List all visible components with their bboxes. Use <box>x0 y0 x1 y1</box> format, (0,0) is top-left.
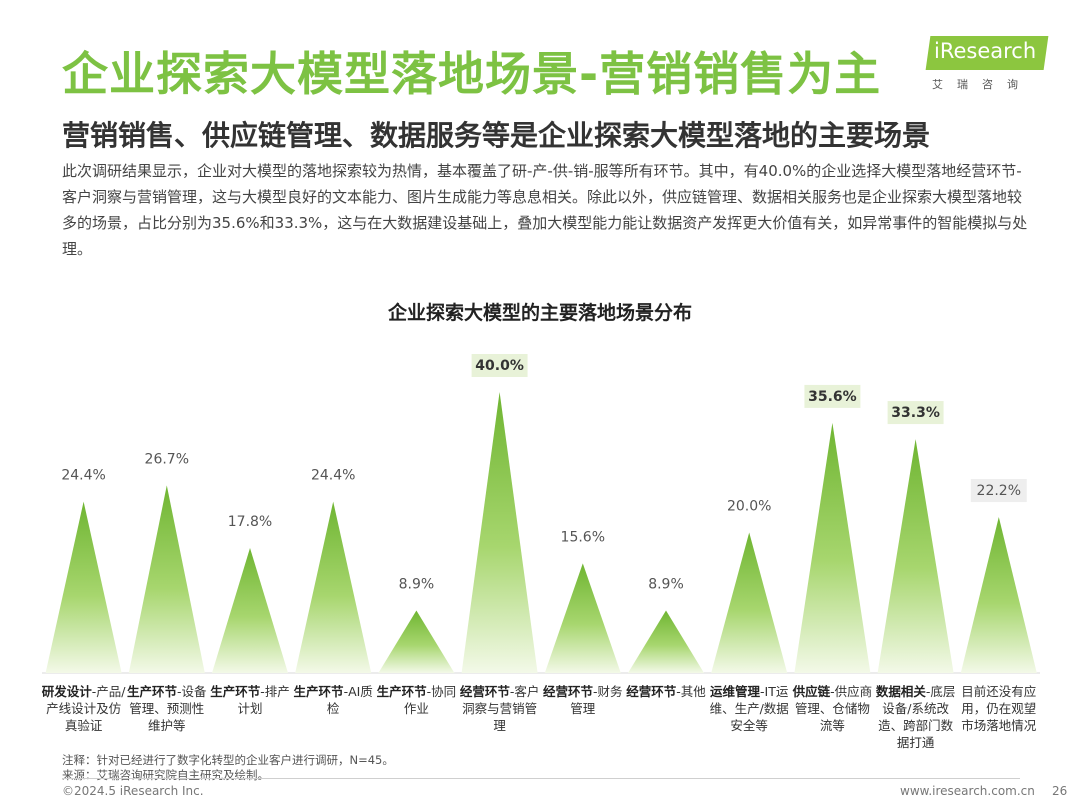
logo-subtext: 艾瑞咨询 <box>932 78 1032 91</box>
bar-2 <box>128 485 205 673</box>
bar-3 <box>212 547 288 673</box>
bar-7 <box>544 563 621 673</box>
category-label-3: 生产环节-排产计划 <box>210 684 290 716</box>
bar-9 <box>711 532 788 673</box>
bar-10 <box>794 422 871 673</box>
category-label-4: 生产环节-AI质检 <box>293 684 373 716</box>
value-label-9: 20.0% <box>727 499 771 515</box>
value-label-6: 40.0% <box>475 358 524 374</box>
logo-text: iResearch <box>934 39 1037 63</box>
value-label-10: 35.6% <box>808 389 857 405</box>
value-label-bg-6 <box>471 354 528 377</box>
value-label-5: 8.9% <box>399 576 435 592</box>
category-label-11: 数据相关-底层设备/系统改造、跨部门数据打通 <box>875 684 956 750</box>
category-label-2: 生产环节-设备管理、预测性维护等 <box>127 684 207 733</box>
footer-url[interactable]: www.iresearch.com.cn <box>900 784 1035 798</box>
chart-note: 注释：针对已经进行了数字化转型的企业客户进行调研，N=45。 <box>62 753 394 767</box>
bar-1 <box>45 501 122 673</box>
category-label-8: 经营环节-其他 <box>626 684 706 699</box>
value-label-1: 24.4% <box>61 468 105 484</box>
page-subtitle: 营销销售、供应链管理、数据服务等是企业探索大模型落地的主要场景 <box>62 119 931 152</box>
category-label-9: 运维管理-IT运维、生产/数据安全等 <box>709 684 789 733</box>
value-label-7: 15.6% <box>561 529 605 545</box>
value-label-11: 33.3% <box>891 405 940 421</box>
value-label-4: 24.4% <box>311 468 355 484</box>
category-label-10: 供应链-供应商管理、仓储物流等 <box>792 684 873 733</box>
category-label-5: 生产环节-协同作业 <box>376 684 457 716</box>
value-label-bg-10 <box>804 384 861 408</box>
bar-8 <box>628 610 704 673</box>
bar-5 <box>378 610 455 673</box>
value-label-bg-11 <box>887 401 944 425</box>
category-label-12: 目前还没有应用，仍在观望市场落地情况 <box>961 684 1037 733</box>
bar-12 <box>960 517 1037 673</box>
category-label-6: 经营环节-客户洞察与营销管理 <box>459 684 540 733</box>
value-label-8: 8.9% <box>648 576 684 592</box>
bar-6 <box>461 392 538 673</box>
chart-source: 来源：艾瑞咨询研究院自主研究及绘制。 <box>62 768 269 782</box>
category-label-1: 研发设计-产品/产线设计及仿真验证 <box>41 684 126 733</box>
iresearch-logo: iResearch 艾瑞咨询 <box>925 36 1049 96</box>
bar-11 <box>877 439 954 673</box>
category-label-7: 经营环节-财务管理 <box>543 684 623 716</box>
value-label-bg-12 <box>970 479 1027 503</box>
page-number: 26 <box>1052 784 1068 798</box>
footer-copyright: ©2024.5 iResearch Inc. <box>62 784 204 798</box>
bar-4 <box>295 501 372 673</box>
page-title: 企业探索大模型落地场景-营销销售为主 <box>62 47 882 101</box>
value-label-2: 26.7% <box>145 451 189 467</box>
footer-divider <box>62 778 1020 779</box>
chart-title: 企业探索大模型的主要落地场景分布 <box>387 302 692 324</box>
description-paragraph: 此次调研结果显示，企业对大模型的落地探索较为热情，基本覆盖了研-产-供-销-服等… <box>62 162 1028 258</box>
value-label-3: 17.8% <box>228 514 272 530</box>
value-label-12: 22.2% <box>977 483 1021 499</box>
